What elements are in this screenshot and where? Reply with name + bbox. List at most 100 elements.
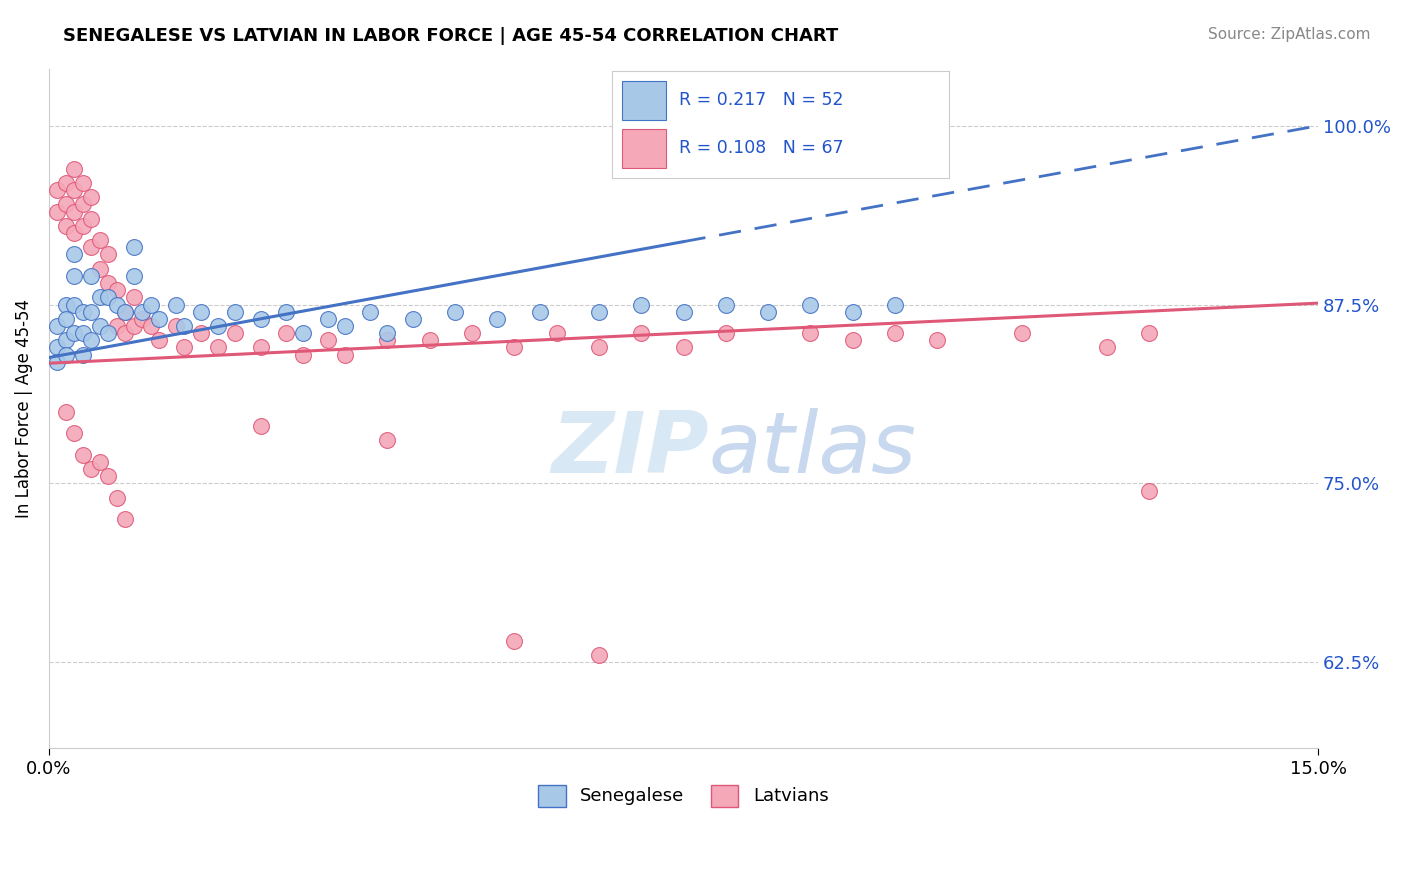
Point bbox=[291, 348, 314, 362]
Point bbox=[105, 491, 128, 505]
Point bbox=[224, 304, 246, 318]
Point bbox=[884, 297, 907, 311]
Point bbox=[131, 311, 153, 326]
Point bbox=[55, 405, 77, 419]
Point bbox=[165, 318, 187, 333]
Point bbox=[122, 268, 145, 283]
Text: ZIP: ZIP bbox=[551, 408, 709, 491]
Point bbox=[139, 318, 162, 333]
Point bbox=[63, 161, 86, 176]
FancyBboxPatch shape bbox=[621, 81, 665, 120]
Point bbox=[207, 318, 229, 333]
Point bbox=[588, 341, 610, 355]
Text: SENEGALESE VS LATVIAN IN LABOR FORCE | AGE 45-54 CORRELATION CHART: SENEGALESE VS LATVIAN IN LABOR FORCE | A… bbox=[63, 27, 838, 45]
Point bbox=[799, 297, 821, 311]
Point bbox=[97, 469, 120, 483]
Point bbox=[588, 648, 610, 662]
Point bbox=[503, 341, 526, 355]
Point bbox=[89, 261, 111, 276]
Point bbox=[1137, 483, 1160, 498]
Point bbox=[139, 297, 162, 311]
Point bbox=[360, 304, 382, 318]
Point bbox=[122, 240, 145, 254]
Point bbox=[419, 334, 441, 348]
Point bbox=[377, 434, 399, 448]
Point bbox=[529, 304, 551, 318]
Point bbox=[55, 348, 77, 362]
Point bbox=[672, 341, 695, 355]
Point bbox=[72, 448, 94, 462]
Point bbox=[333, 348, 356, 362]
Point bbox=[97, 290, 120, 304]
Point bbox=[148, 334, 170, 348]
Point bbox=[173, 318, 195, 333]
Point bbox=[249, 341, 271, 355]
Point bbox=[274, 326, 297, 341]
Point bbox=[89, 233, 111, 247]
Point bbox=[89, 290, 111, 304]
Text: atlas: atlas bbox=[709, 408, 917, 491]
Point bbox=[55, 219, 77, 233]
Point bbox=[55, 297, 77, 311]
Point bbox=[114, 304, 136, 318]
Point bbox=[377, 334, 399, 348]
Point bbox=[486, 311, 509, 326]
Point bbox=[630, 297, 652, 311]
Point bbox=[97, 276, 120, 290]
Point bbox=[333, 318, 356, 333]
Point bbox=[89, 318, 111, 333]
Point bbox=[148, 311, 170, 326]
Point bbox=[46, 318, 69, 333]
Point bbox=[122, 290, 145, 304]
Point bbox=[190, 304, 212, 318]
Point bbox=[884, 326, 907, 341]
Point bbox=[105, 283, 128, 297]
Point bbox=[80, 304, 103, 318]
Y-axis label: In Labor Force | Age 45-54: In Labor Force | Age 45-54 bbox=[15, 299, 32, 517]
Point bbox=[63, 204, 86, 219]
Point bbox=[72, 348, 94, 362]
Point bbox=[756, 304, 779, 318]
Point bbox=[927, 334, 949, 348]
Point bbox=[72, 219, 94, 233]
Text: R = 0.108   N = 67: R = 0.108 N = 67 bbox=[679, 139, 844, 157]
Point bbox=[402, 311, 425, 326]
Point bbox=[63, 247, 86, 261]
Point bbox=[63, 183, 86, 197]
Point bbox=[80, 334, 103, 348]
Point bbox=[46, 355, 69, 369]
Point bbox=[714, 326, 737, 341]
Point bbox=[46, 204, 69, 219]
Point bbox=[291, 326, 314, 341]
Point bbox=[207, 341, 229, 355]
Point bbox=[122, 318, 145, 333]
Point bbox=[46, 183, 69, 197]
Point bbox=[114, 512, 136, 526]
Point bbox=[842, 334, 865, 348]
Text: R = 0.217   N = 52: R = 0.217 N = 52 bbox=[679, 91, 844, 109]
Point bbox=[63, 326, 86, 341]
Point bbox=[190, 326, 212, 341]
Point bbox=[274, 304, 297, 318]
Point bbox=[114, 304, 136, 318]
Point bbox=[55, 311, 77, 326]
Point bbox=[89, 455, 111, 469]
Point bbox=[714, 297, 737, 311]
Point bbox=[165, 297, 187, 311]
Point bbox=[588, 304, 610, 318]
Point bbox=[72, 326, 94, 341]
Point bbox=[97, 326, 120, 341]
Point bbox=[1095, 341, 1118, 355]
Point bbox=[114, 326, 136, 341]
Point bbox=[80, 190, 103, 204]
Point bbox=[249, 311, 271, 326]
Point bbox=[97, 247, 120, 261]
Point bbox=[72, 304, 94, 318]
Text: Source: ZipAtlas.com: Source: ZipAtlas.com bbox=[1208, 27, 1371, 42]
Point bbox=[46, 341, 69, 355]
Point bbox=[672, 304, 695, 318]
Point bbox=[224, 326, 246, 341]
Point bbox=[444, 304, 467, 318]
Point bbox=[63, 297, 86, 311]
Point bbox=[173, 341, 195, 355]
